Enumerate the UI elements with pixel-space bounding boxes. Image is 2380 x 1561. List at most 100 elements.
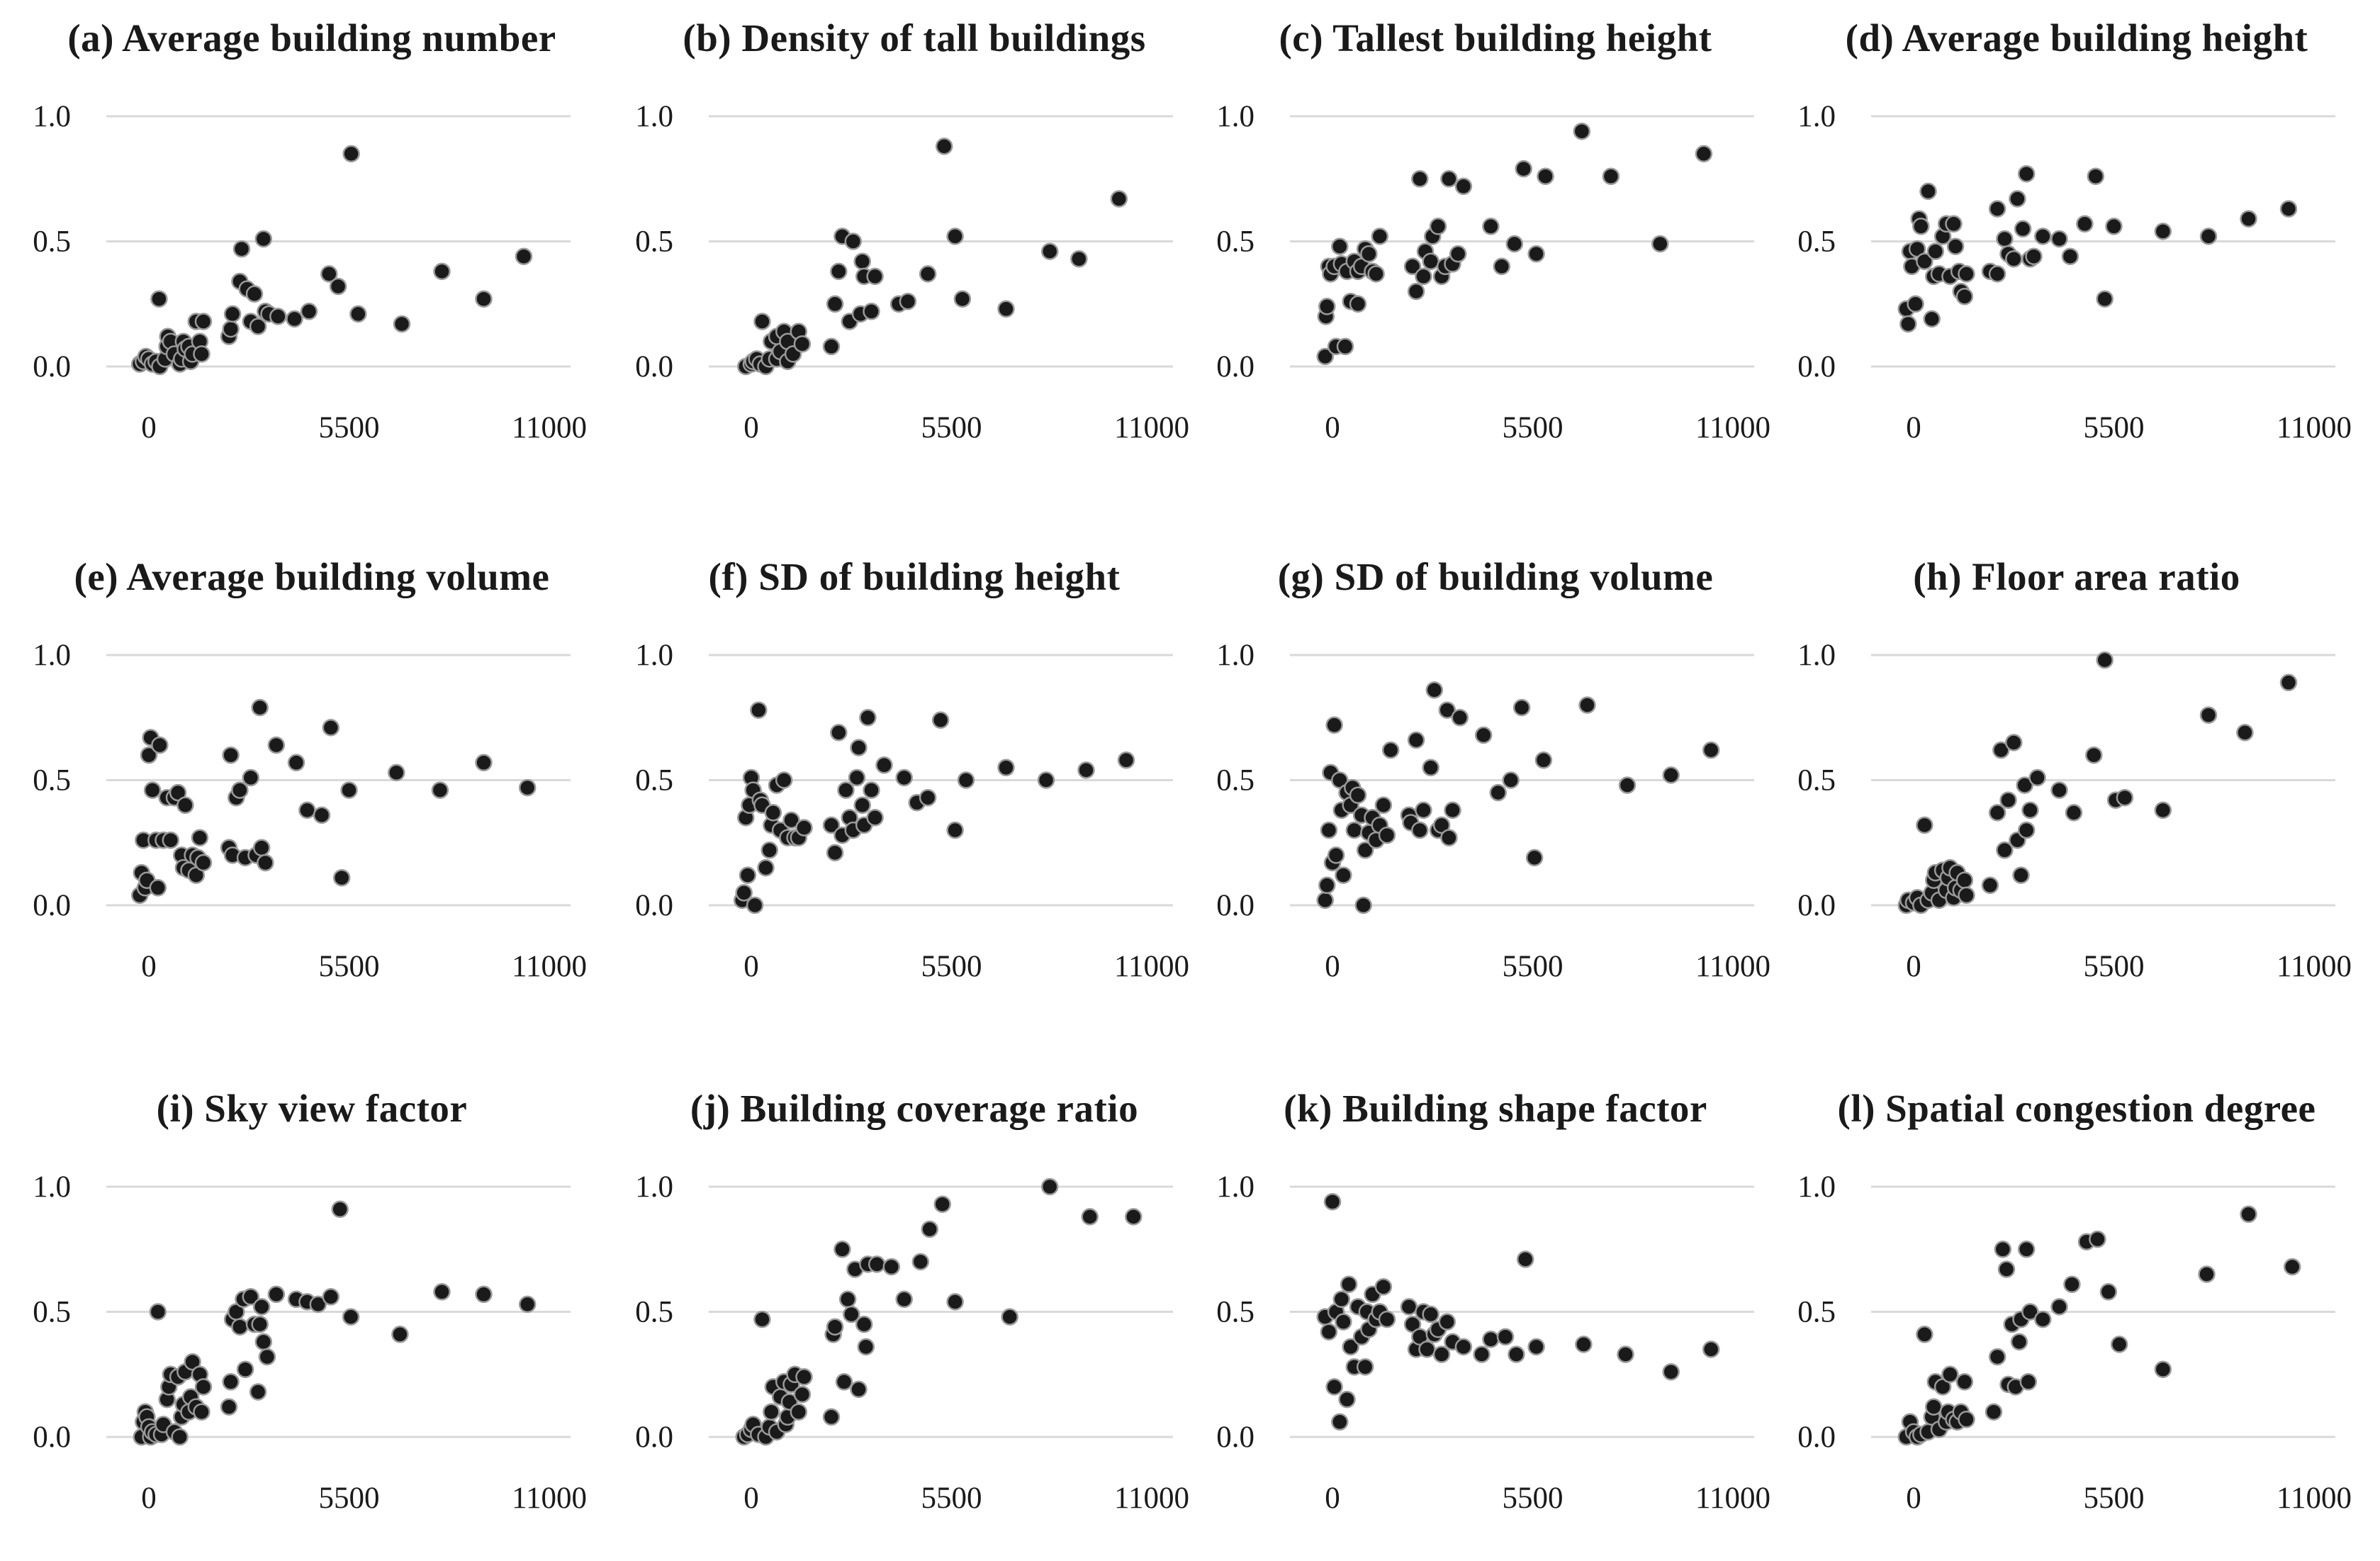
data-point bbox=[2240, 210, 2257, 228]
data-point bbox=[2279, 673, 2298, 692]
x-tick-label: 11000 bbox=[512, 950, 587, 983]
data-point bbox=[151, 736, 169, 754]
data-point bbox=[2009, 190, 2026, 208]
data-point bbox=[1916, 1326, 1933, 1343]
data-point bbox=[795, 819, 813, 837]
data-point bbox=[1482, 1331, 1500, 1348]
x-tick-label: 5500 bbox=[319, 1482, 380, 1515]
data-point bbox=[826, 844, 844, 862]
data-point bbox=[2028, 768, 2046, 787]
data-point bbox=[518, 778, 537, 797]
y-tick-label: 0.5 bbox=[1797, 764, 1836, 798]
data-point bbox=[2061, 247, 2079, 265]
data-point bbox=[1316, 891, 1334, 910]
data-point bbox=[1371, 228, 1389, 245]
data-point bbox=[245, 285, 264, 303]
data-point bbox=[2154, 801, 2172, 819]
y-tick-label: 0.0 bbox=[635, 889, 673, 922]
data-point bbox=[863, 781, 880, 799]
data-point bbox=[1534, 751, 1553, 769]
scatter-panel: (i) Sky view factor 0.0 0.5 1.0 0 5500 11000 bbox=[21, 1086, 602, 1561]
data-point bbox=[1946, 237, 1965, 255]
scatter-panel: (d) Average building height 0.0 0.5 1.0 0 550… bbox=[1786, 16, 2367, 491]
data-point bbox=[2050, 1298, 2068, 1316]
data-point bbox=[946, 821, 964, 839]
data-point bbox=[953, 290, 972, 308]
data-point bbox=[2279, 200, 2298, 218]
y-tick-label: 1.0 bbox=[1216, 1170, 1254, 1204]
x-tick-label: 5500 bbox=[2084, 411, 2145, 444]
x-tick-label: 0 bbox=[1325, 1482, 1340, 1515]
data-point bbox=[286, 310, 303, 328]
data-point bbox=[1919, 182, 1937, 201]
chart-title: (k) Building shape factor bbox=[1284, 1087, 1707, 1130]
scatter-plot: 0.0 0.5 1.0 0 5500 11000 bbox=[33, 100, 587, 444]
data-point bbox=[1429, 218, 1447, 235]
chart-title: (g) SD of building volume bbox=[1277, 555, 1714, 598]
data-point bbox=[757, 858, 775, 877]
data-point bbox=[1985, 1403, 2003, 1421]
chart-title: (c) Tallest building height bbox=[1279, 16, 1712, 60]
data-point bbox=[1331, 1413, 1349, 1431]
data-point bbox=[194, 1378, 213, 1396]
data-point bbox=[921, 1220, 938, 1238]
data-point bbox=[868, 1255, 886, 1273]
x-tick-label: 5500 bbox=[921, 1482, 982, 1515]
scatter-panel: (j) Building coverage ratio 0.0 0.5 1.0 0 550… bbox=[624, 1086, 1205, 1561]
data-point bbox=[1360, 245, 1378, 263]
data-point bbox=[997, 759, 1015, 777]
data-point bbox=[169, 783, 187, 802]
data-point bbox=[875, 756, 893, 774]
data-point bbox=[2096, 651, 2114, 669]
data-point bbox=[753, 1310, 771, 1328]
y-tick-label: 0.5 bbox=[1797, 225, 1836, 259]
data-point bbox=[859, 709, 877, 727]
data-point bbox=[2110, 1336, 2128, 1353]
x-tick-label: 5500 bbox=[1503, 950, 1564, 983]
data-point bbox=[149, 1303, 167, 1321]
data-point bbox=[1440, 829, 1458, 846]
data-point bbox=[1125, 1208, 1143, 1226]
data-point bbox=[931, 711, 950, 729]
data-point bbox=[1527, 1338, 1545, 1356]
data-point bbox=[750, 701, 768, 719]
data-point bbox=[1356, 1358, 1374, 1376]
chart-title: (j) Building coverage ratio bbox=[690, 1087, 1139, 1130]
data-point bbox=[1422, 1305, 1439, 1324]
y-tick-label: 0.0 bbox=[1216, 889, 1254, 922]
data-point bbox=[1474, 726, 1493, 744]
data-point bbox=[935, 138, 953, 155]
data-point bbox=[793, 1385, 812, 1404]
x-tick-label: 11000 bbox=[2277, 950, 2352, 983]
data-point bbox=[1381, 741, 1400, 759]
data-point bbox=[911, 1253, 930, 1271]
data-point bbox=[1958, 265, 1975, 283]
data-point bbox=[1899, 315, 1917, 333]
data-point bbox=[2019, 1373, 2038, 1391]
data-point bbox=[300, 303, 318, 320]
data-point bbox=[269, 308, 287, 325]
data-point bbox=[1040, 1177, 1059, 1196]
x-tick-label: 0 bbox=[1906, 411, 1921, 444]
scatter-panel: (f) SD of building height 0.0 0.5 1.0 0 5500 1… bbox=[624, 554, 1205, 1029]
data-point bbox=[853, 252, 871, 270]
data-point bbox=[844, 233, 863, 250]
data-point bbox=[1432, 1345, 1451, 1363]
data-point bbox=[518, 1295, 537, 1314]
data-point bbox=[1955, 871, 1974, 889]
data-point bbox=[795, 1368, 813, 1386]
scatter-panel: (c) Tallest building height 0.0 0.5 1.0 0 550… bbox=[1205, 16, 1786, 491]
scatter-plot: 0.0 0.5 1.0 0 5500 11000 bbox=[1797, 639, 2352, 983]
data-point bbox=[830, 724, 848, 742]
data-point bbox=[2116, 788, 2134, 807]
data-point bbox=[298, 801, 316, 819]
y-tick-label: 0.5 bbox=[33, 764, 71, 798]
data-point bbox=[1037, 771, 1055, 789]
data-point bbox=[1945, 215, 1963, 233]
x-tick-label: 11000 bbox=[512, 411, 587, 444]
y-tick-label: 0.0 bbox=[1216, 1421, 1254, 1454]
y-tick-label: 0.0 bbox=[1797, 350, 1836, 384]
x-tick-label: 0 bbox=[141, 950, 157, 983]
data-point bbox=[1336, 337, 1354, 356]
